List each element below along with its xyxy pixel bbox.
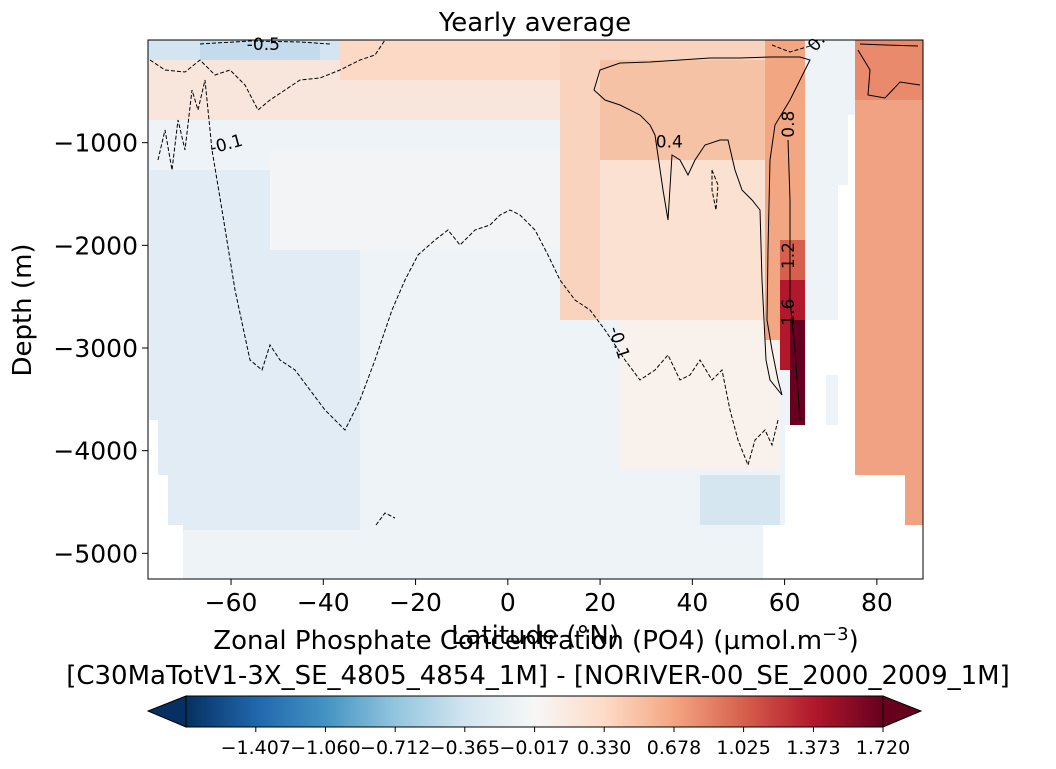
colorbar-label-sup: −3 — [822, 624, 849, 645]
colorbar-label-main: Zonal Phosphate Concentration (PO4) (µmo… — [213, 626, 822, 656]
colorbar-tick-label: −0.017 — [499, 737, 569, 759]
field-region-arctic — [855, 40, 923, 475]
field-region-subpolar-bottom — [790, 320, 805, 425]
colorbar-tick-label: 0.678 — [647, 737, 701, 759]
colorbar-tick-label: −0.365 — [430, 737, 500, 759]
colorbar-tick-label: −1.407 — [221, 737, 291, 759]
x-tick-label: 60 — [769, 588, 801, 617]
colorbar-extend-high — [882, 695, 923, 728]
contour-label: 0.8 — [779, 111, 799, 138]
contour-neg-0.1-north-pocket — [711, 169, 719, 211]
x-tick-label: 20 — [584, 588, 616, 617]
x-axis-label: Latitude (°N) — [451, 621, 619, 651]
contour-neg-0.1-south — [157, 79, 779, 467]
colorbar-ticks: −1.407 −1.060 −0.712 −0.365 −0.017 0.330 0.678… — [221, 727, 910, 759]
mask-norwegian-basin — [838, 185, 855, 435]
field-region-upper-white — [270, 150, 600, 250]
colorbar-tick-label: −1.060 — [290, 737, 360, 759]
mask-subpolar-gap — [806, 320, 826, 430]
x-tick-label: 40 — [676, 588, 708, 617]
mask-south-bottom — [148, 475, 168, 535]
mask-iceland-ridge — [826, 320, 838, 375]
y-axis-label: Depth (m) — [8, 243, 38, 376]
chart-title: Yearly average — [438, 8, 631, 38]
x-tick-label: −60 — [205, 588, 258, 617]
contour-lines — [149, 40, 921, 526]
field-region-north-deep-blue — [700, 475, 780, 525]
field-region-north-deep — [620, 320, 780, 470]
x-tick-label: −20 — [389, 588, 442, 617]
colorbar-label-close: ) — [849, 626, 859, 656]
colorbar-tick-label: 0.330 — [577, 737, 631, 759]
contour-neg-0.5 — [199, 40, 331, 45]
contour-0.4-arctic — [857, 49, 921, 99]
contour-neg-0.1-arctic — [771, 40, 819, 53]
contour-label: 0.4 — [656, 133, 683, 153]
colorbar-extend-low — [146, 695, 187, 728]
contour-0.8 — [787, 139, 801, 421]
mask-north-deep — [785, 425, 855, 535]
y-tick-label: −1000 — [53, 129, 138, 158]
field-region-arctic-deep — [905, 475, 923, 527]
contour-label: 1.2 — [779, 242, 799, 269]
colorbar-tick-label: −0.712 — [360, 737, 430, 759]
colorbar-body — [185, 695, 884, 728]
field-region-north-intermediate — [600, 140, 790, 320]
colorbar-tick-label: 1.025 — [716, 737, 770, 759]
contour-label: 1.6 — [779, 299, 799, 326]
x-tick-label: −40 — [297, 588, 350, 617]
y-tick-label: −2000 — [53, 231, 138, 260]
colorbar-label-line2: [C30MaTotV1-3X_SE_4805_4854_1M] - [NORIV… — [66, 661, 1010, 691]
contour-neg-0.1-bottom — [375, 512, 396, 526]
y-tick-label: −4000 — [53, 437, 138, 466]
colorbar-tick-label: 1.373 — [786, 737, 840, 759]
mask-south-edge — [148, 420, 158, 480]
heatmap-field — [148, 40, 923, 579]
contour-label: -0.5 — [247, 35, 280, 55]
colorbar: −1.407 −1.060 −0.712 −0.365 −0.017 0.330 0.678… — [146, 695, 923, 759]
colorbar-tick-label: 1.720 — [856, 737, 910, 759]
y-tick-label: −5000 — [53, 539, 138, 568]
x-tick-label: 80 — [861, 588, 893, 617]
contour-neg-0.1-surface — [149, 40, 386, 111]
x-tick-label: 0 — [500, 588, 516, 617]
contour-0.4-arctic-top — [859, 43, 919, 47]
field-region-arctic-surface — [855, 40, 923, 100]
contour-0.4 — [593, 56, 811, 396]
field-region-north-core — [600, 60, 780, 160]
mask-subpolar-top — [848, 115, 855, 185]
plot-frame — [147, 39, 924, 580]
x-axis: −60 −40 −20 0 20 40 60 80 — [205, 579, 893, 617]
y-tick-label: −3000 — [53, 334, 138, 363]
y-axis: −1000 −2000 −3000 −4000 −5000 — [53, 129, 148, 568]
colorbar-label-line1: Zonal Phosphate Concentration (PO4) (µmo… — [213, 624, 858, 656]
mask-arctic-step — [855, 475, 905, 535]
